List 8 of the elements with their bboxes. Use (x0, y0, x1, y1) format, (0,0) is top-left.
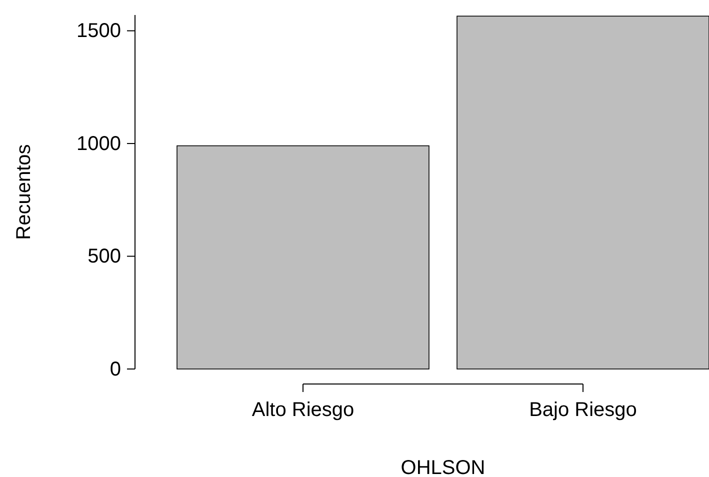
y-axis-title: Recuentos (13, 144, 35, 240)
y-tick-label: 1500 (76, 20, 121, 42)
x-tick-label: Bajo Riesgo (529, 399, 637, 422)
x-axis-title: OHLSON (400, 457, 486, 477)
x-tick-label: Alto Riesgo (252, 399, 354, 422)
y-tick-label: 1000 (76, 132, 121, 155)
y-tick-label: 500 (88, 246, 121, 268)
y-tick-label: 0 (110, 358, 121, 380)
